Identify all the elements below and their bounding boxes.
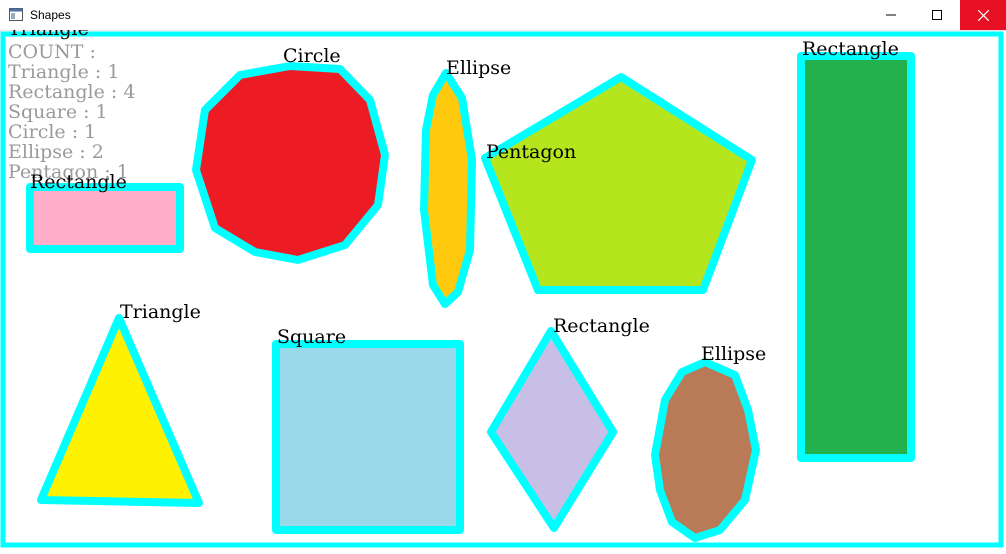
count-line: Triangle : 1 xyxy=(8,61,119,83)
clipped-heading: Triangle xyxy=(8,30,89,40)
window-title: Shapes xyxy=(30,8,71,22)
shape-label: Pentagon xyxy=(486,141,576,163)
count-line: COUNT : xyxy=(8,41,96,63)
shape-rectangle-pink xyxy=(26,183,184,253)
shape-label: Rectangle xyxy=(30,171,127,193)
shape-pentagon xyxy=(481,73,756,294)
image-canvas: Triangle COUNT : Triangle : 1 Rectangle … xyxy=(0,18,1006,550)
shape-square xyxy=(272,340,464,534)
shape-triangle xyxy=(37,314,203,507)
shape-label: Ellipse xyxy=(701,343,766,365)
app-window-icon xyxy=(9,8,23,21)
shape-rectangle-diamond xyxy=(487,327,617,532)
count-line: Circle : 1 xyxy=(8,121,96,143)
count-line: Square : 1 xyxy=(8,101,108,123)
shape-ellipse-brown xyxy=(651,358,760,542)
shape-label: Circle xyxy=(283,45,341,67)
shape-label: Square xyxy=(277,326,346,348)
shape-rectangle-green xyxy=(797,52,915,462)
count-line: Ellipse : 2 xyxy=(8,141,104,163)
shape-label: Ellipse xyxy=(446,57,511,79)
shape-label: Triangle xyxy=(120,301,201,323)
shape-circle xyxy=(192,62,389,264)
maximize-icon xyxy=(932,10,942,20)
shapes-image: Triangle COUNT : Triangle : 1 Rectangle … xyxy=(0,18,1004,548)
close-button[interactable] xyxy=(960,0,1006,30)
shape-ellipse-yellow xyxy=(420,69,476,308)
close-icon xyxy=(977,9,989,21)
shape-label: Rectangle xyxy=(802,38,899,60)
minimize-icon xyxy=(886,14,896,16)
window-titlebar[interactable]: Shapes xyxy=(0,0,1006,31)
maximize-button[interactable] xyxy=(914,0,960,30)
minimize-button[interactable] xyxy=(868,0,914,30)
count-line: Rectangle : 4 xyxy=(8,81,135,103)
canvas-border xyxy=(0,31,1004,548)
count-line: Pentagon : 1 xyxy=(8,161,129,183)
shape-label: Rectangle xyxy=(553,315,650,337)
